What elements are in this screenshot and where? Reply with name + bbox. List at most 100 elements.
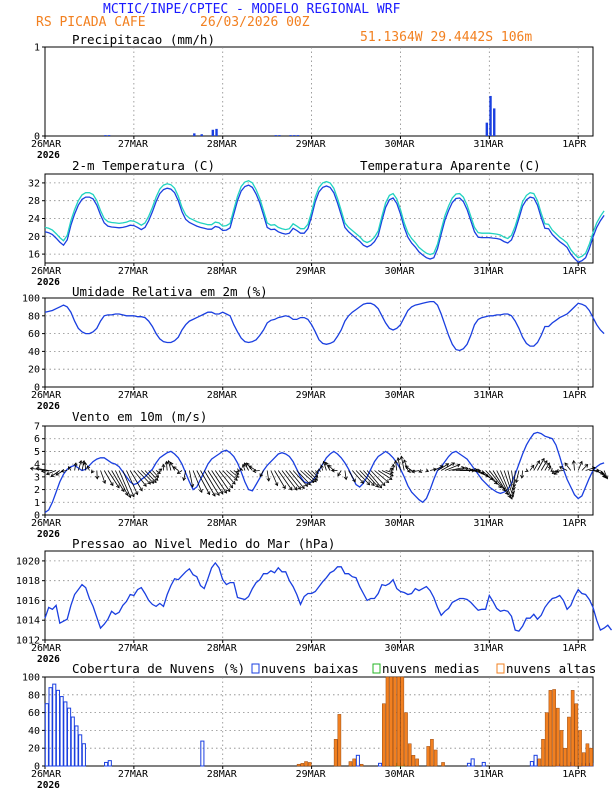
year-label: 2026 bbox=[37, 150, 60, 161]
day-label: 26MAR bbox=[31, 390, 62, 401]
wind-vector bbox=[211, 470, 227, 494]
day-label: 1APR bbox=[562, 139, 587, 150]
wind-vector bbox=[507, 470, 515, 494]
day-label: 28MAR bbox=[207, 643, 238, 654]
wind-vector-head bbox=[167, 460, 171, 464]
station-name: RS PICADA CAFE bbox=[36, 15, 146, 30]
y-tick-label: 80 bbox=[28, 690, 40, 701]
pressure-title: Pressao ao Nivel Medio do Mar (hPa) bbox=[72, 536, 335, 551]
wind-vector bbox=[148, 470, 159, 481]
y-tick-label: 1 bbox=[34, 43, 40, 54]
wind-vector-head bbox=[73, 462, 78, 467]
precip-bar bbox=[493, 108, 496, 136]
wind-vector bbox=[440, 462, 455, 471]
y-tick-label: 24 bbox=[28, 214, 40, 225]
wind-vector-head bbox=[511, 486, 516, 491]
wind-vector-head bbox=[134, 491, 139, 496]
wind-vector-head bbox=[235, 474, 240, 478]
wind-vector bbox=[489, 470, 506, 491]
cloud-bar-nuvens-baixas bbox=[67, 707, 72, 767]
wind-vector bbox=[222, 470, 236, 485]
wind-vector-head bbox=[231, 480, 236, 485]
cloud-bar-nuvens-altas bbox=[581, 752, 586, 767]
wind-vector-head bbox=[396, 457, 401, 461]
precip-bar bbox=[296, 135, 300, 136]
cloud-bar-nuvens-altas bbox=[552, 689, 556, 767]
wind-vector bbox=[281, 470, 298, 491]
wind-vector-head bbox=[391, 463, 396, 468]
wind-vector-head bbox=[524, 468, 529, 472]
y-tick-label: 1012 bbox=[16, 636, 40, 647]
wind-vector bbox=[323, 461, 327, 471]
wind-vector bbox=[496, 470, 511, 498]
wind-vector bbox=[581, 464, 588, 471]
cloud-bar-nuvens-altas bbox=[548, 690, 553, 767]
wind-vector-head bbox=[274, 482, 279, 487]
wind-vector-head bbox=[266, 477, 271, 482]
wind-vector-head bbox=[314, 477, 318, 481]
wind-vector-head bbox=[172, 466, 177, 470]
apparent-temperature-legend: Temperatura Aparente (C) bbox=[360, 158, 541, 173]
series-line-pressure-0 bbox=[44, 561, 612, 632]
wind-vector bbox=[400, 456, 405, 471]
y-tick-label: 1020 bbox=[16, 556, 40, 567]
wind-vector-head bbox=[511, 490, 515, 495]
wind-vector-head bbox=[404, 465, 409, 470]
cloud-bar-nuvens-altas bbox=[396, 676, 401, 767]
wind-vector-head bbox=[235, 468, 240, 472]
wind-vector-head bbox=[154, 477, 159, 481]
wind-vector bbox=[407, 470, 416, 472]
wind-vector-head bbox=[307, 481, 311, 486]
wind-vector bbox=[77, 460, 82, 471]
cloud-bar-nuvens-altas bbox=[426, 746, 431, 767]
wind-vector-head bbox=[259, 473, 264, 478]
wind-vector-head bbox=[579, 460, 583, 465]
wind-vector bbox=[168, 460, 172, 471]
cloud-bar-nuvens-altas bbox=[430, 739, 434, 767]
wind-vector-head bbox=[360, 480, 365, 484]
wind-vector bbox=[126, 470, 138, 495]
day-label: 1APR bbox=[562, 518, 587, 529]
wind-vector-head bbox=[514, 479, 519, 484]
y-tick-label: 20 bbox=[28, 232, 40, 243]
wind-vector-head bbox=[378, 484, 383, 489]
wind-vector-head bbox=[109, 482, 114, 487]
cloud-bar-nuvens-baixas bbox=[74, 725, 79, 767]
cloud-bar-nuvens-baixas bbox=[104, 761, 109, 767]
wind-vector bbox=[200, 470, 216, 497]
wind-vector bbox=[348, 470, 356, 482]
wind-vector bbox=[485, 470, 502, 489]
wind-vector bbox=[397, 457, 401, 471]
day-label: 1APR bbox=[562, 643, 587, 654]
wind-vector-head bbox=[445, 463, 450, 467]
wind-vector bbox=[366, 470, 382, 489]
wind-vector-head bbox=[91, 469, 95, 474]
wind-vector bbox=[192, 470, 203, 493]
wind-vector bbox=[444, 464, 460, 471]
wind-vector-head bbox=[564, 462, 569, 467]
day-label: 27MAR bbox=[118, 266, 149, 277]
wind-vector-head bbox=[604, 475, 609, 480]
wind-vector-head bbox=[584, 463, 589, 468]
cloud-bar-nuvens-baixas bbox=[70, 716, 75, 767]
cloud-bar-nuvens-altas bbox=[556, 707, 560, 767]
cloud-bar-nuvens-altas bbox=[300, 763, 305, 767]
cloud-bar-nuvens-baixas bbox=[59, 696, 64, 767]
cloud-bar-nuvens-altas bbox=[563, 747, 568, 767]
y-tick-label: 40 bbox=[28, 726, 40, 737]
wind-vector bbox=[100, 470, 106, 484]
wind-vector bbox=[196, 470, 210, 495]
precip-bar bbox=[107, 135, 111, 136]
year-label: 2026 bbox=[37, 654, 60, 665]
wind-vector-head bbox=[131, 493, 135, 498]
wind-vector-head bbox=[403, 459, 407, 464]
wind-vector-head bbox=[389, 472, 394, 477]
wind-vector-head bbox=[310, 479, 315, 484]
cloud-bar-nuvens-altas bbox=[389, 676, 394, 767]
wind-vector bbox=[292, 470, 308, 487]
pressure-frame bbox=[44, 550, 594, 641]
day-label: 31MAR bbox=[473, 769, 504, 780]
day-label: 26MAR bbox=[31, 139, 62, 150]
humidity-panel: Umidade Relativa em 2m (%) 26MAR 27MAR 28M… bbox=[22, 284, 605, 412]
